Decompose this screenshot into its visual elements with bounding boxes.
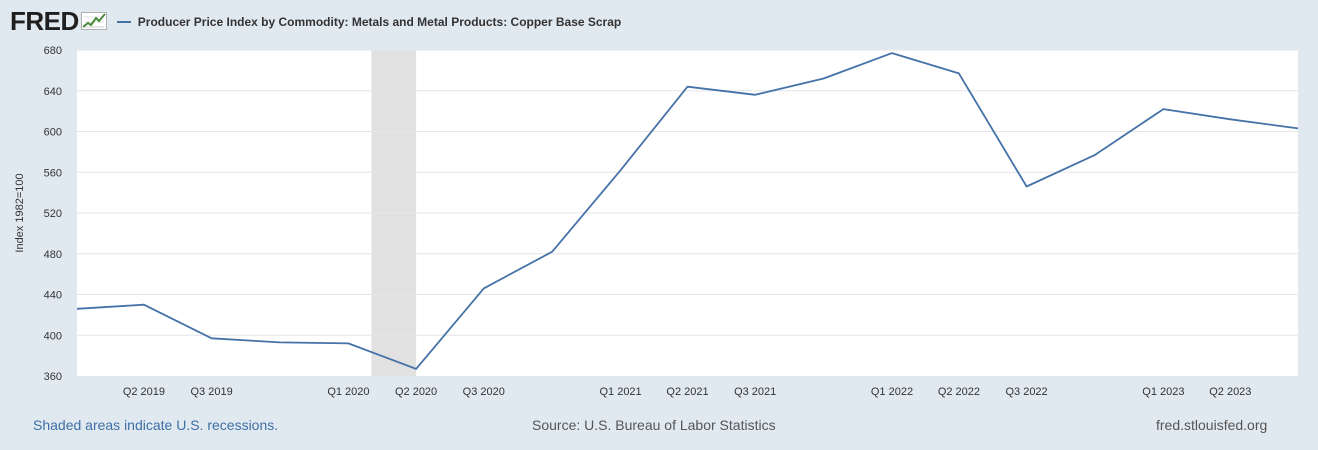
- y-tick-label: 440: [44, 290, 62, 302]
- x-tick-label: Q2 2021: [666, 386, 708, 398]
- x-tick-label: Q3 2019: [190, 386, 232, 398]
- chart-header: FRED Producer Price Index by Commodity: …: [10, 6, 621, 36]
- y-axis-tick-labels: 360 400 440 480 520 560 600 640 680: [44, 45, 62, 383]
- fred-logo-text[interactable]: FRED: [10, 6, 79, 36]
- y-tick-label: 640: [44, 86, 62, 98]
- y-tick-label: 480: [44, 249, 62, 261]
- site-url[interactable]: fred.stlouisfed.org: [1156, 417, 1268, 433]
- x-tick-label: Q1 2020: [327, 386, 369, 398]
- x-tick-label: Q2 2020: [395, 386, 437, 398]
- chart-legend[interactable]: Producer Price Index by Commodity: Metal…: [116, 15, 622, 29]
- chart-canvas[interactable]: 360 400 440 480 520 560 600 640 680 Q2 2019 Q3 20…: [0, 0, 1318, 410]
- x-tick-label: Q2 2023: [1209, 386, 1251, 398]
- series-layer: [76, 52, 1299, 370]
- x-tick-label: Q3 2022: [1005, 386, 1047, 398]
- x-tick-label: Q3 2021: [734, 386, 776, 398]
- x-axis-tick-labels: Q2 2019 Q3 2019 Q1 2020 Q2 2020 Q3 2020 Q1 20…: [123, 386, 1252, 398]
- recession-note-link[interactable]: Shaded areas indicate U.S. recessions.: [33, 417, 279, 433]
- series-line: [76, 52, 1299, 370]
- y-tick-label: 560: [44, 167, 62, 179]
- x-tick-label: Q1 2021: [599, 386, 641, 398]
- x-tick-label: Q2 2019: [123, 386, 165, 398]
- x-tick-label: Q3 2020: [463, 386, 505, 398]
- y-axis-label: Index 1982=100: [14, 173, 26, 252]
- legend-series-swatch: [116, 21, 131, 23]
- y-tick-label: 360: [44, 371, 62, 383]
- legend-series-label: Producer Price Index by Commodity: Metal…: [137, 15, 622, 29]
- fred-chart-logo-icon[interactable]: [80, 11, 107, 31]
- x-tick-label: Q1 2022: [871, 386, 913, 398]
- source-text: Source: U.S. Bureau of Labor Statistics: [532, 417, 776, 433]
- x-tick-label: Q1 2023: [1142, 386, 1184, 398]
- y-tick-label: 600: [44, 127, 62, 139]
- y-gridlines: [77, 49, 1298, 336]
- y-tick-label: 680: [44, 45, 62, 57]
- x-tick-label: Q2 2022: [938, 386, 980, 398]
- y-tick-label: 520: [44, 208, 62, 220]
- y-tick-label: 400: [44, 330, 62, 342]
